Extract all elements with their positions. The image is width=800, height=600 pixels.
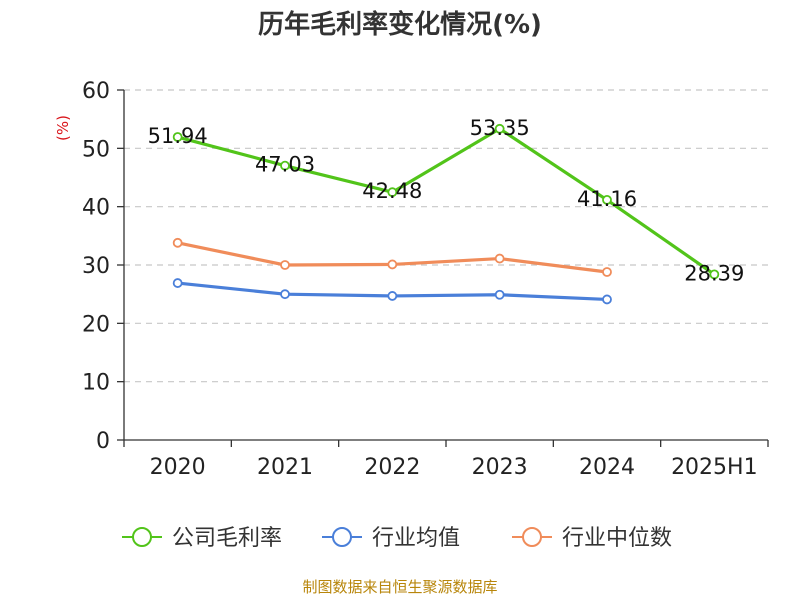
y-tick-label: 20 bbox=[82, 312, 110, 337]
data-point bbox=[602, 267, 612, 277]
legend-marker bbox=[132, 527, 152, 547]
data-point bbox=[494, 289, 505, 300]
legend-marker bbox=[332, 527, 352, 547]
y-tick-label: 50 bbox=[82, 137, 110, 162]
data-point bbox=[494, 253, 505, 264]
legend-item: 行业均值 bbox=[322, 526, 460, 551]
data-label: 53.35 bbox=[470, 116, 530, 140]
data-label: 28.39 bbox=[684, 261, 744, 285]
data-point bbox=[387, 291, 398, 301]
series-line bbox=[177, 127, 716, 276]
data-point bbox=[387, 259, 398, 270]
chart-title: 历年毛利率变化情况(%) bbox=[258, 9, 542, 40]
x-tick-label: 2022 bbox=[364, 455, 420, 480]
data-point bbox=[172, 278, 183, 288]
y-tick-label: 40 bbox=[82, 196, 110, 221]
data-point bbox=[602, 194, 612, 205]
x-tick-label: 2025H1 bbox=[671, 455, 758, 480]
data-point bbox=[387, 187, 398, 198]
legend-label: 行业中位数 bbox=[562, 526, 672, 551]
data-point bbox=[709, 269, 720, 280]
data-label: 41.16 bbox=[577, 187, 637, 211]
y-tick-label: 30 bbox=[82, 254, 110, 279]
axes: 0 10 20 30 40 50 60 2020 2021 2022 2023 2024 2025H1 bbox=[82, 79, 769, 480]
legend-item: 公司毛利率 bbox=[122, 526, 282, 551]
data-point bbox=[280, 160, 290, 171]
legend-label: 公司毛利率 bbox=[172, 526, 282, 551]
data-point bbox=[172, 132, 183, 142]
y-tick-label: 10 bbox=[82, 371, 110, 396]
data-point bbox=[280, 260, 290, 270]
x-tick-label: 2023 bbox=[472, 455, 528, 480]
x-tick-label: 2020 bbox=[150, 455, 206, 480]
y-tick-label: 60 bbox=[82, 79, 110, 104]
data-label: 42.48 bbox=[362, 179, 422, 203]
data-point bbox=[602, 294, 612, 305]
data-point bbox=[280, 289, 290, 300]
x-tick-label: 2024 bbox=[579, 455, 635, 480]
legend: 公司毛利率 行业均值 行业中位数 bbox=[122, 526, 672, 551]
y-tick-label: 0 bbox=[96, 429, 110, 454]
data-label: 47.03 bbox=[255, 153, 315, 177]
x-tick-label: 2021 bbox=[257, 455, 313, 480]
data-label: 51.94 bbox=[148, 124, 208, 148]
series-layer bbox=[172, 123, 720, 305]
data-point bbox=[172, 237, 183, 248]
data-point bbox=[494, 123, 505, 134]
y-unit-label: (%) bbox=[54, 115, 72, 141]
data-labels: 51.94 47.03 42.48 53.35 41.16 28.39 bbox=[148, 116, 745, 286]
legend-label: 行业均值 bbox=[372, 526, 460, 551]
legend-item: 行业中位数 bbox=[512, 526, 672, 551]
legend-marker bbox=[522, 527, 542, 547]
source-note: 制图数据来自恒生聚源数据库 bbox=[302, 578, 497, 596]
grid-lines bbox=[124, 89, 768, 383]
